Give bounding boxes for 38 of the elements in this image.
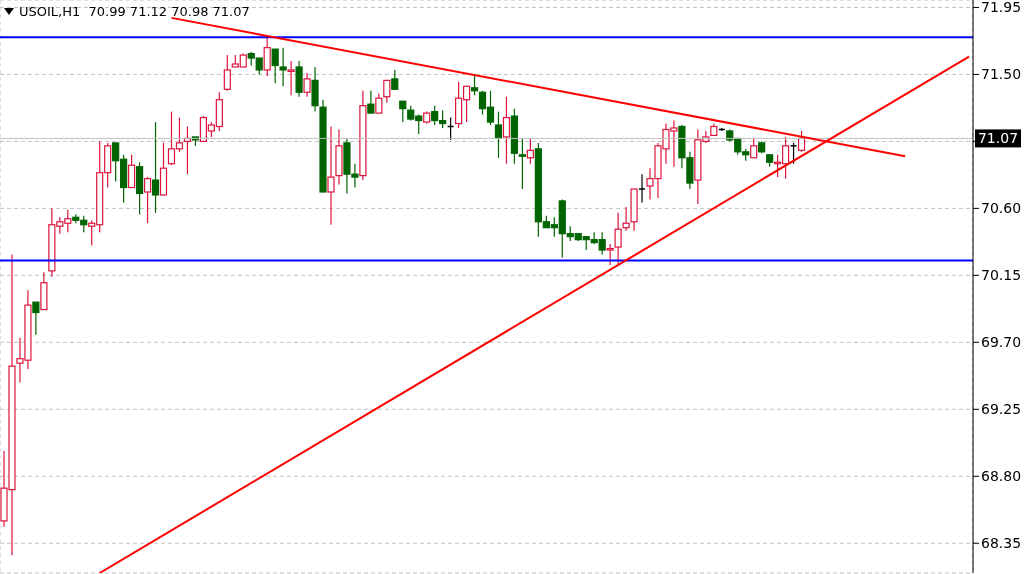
candlestick — [502, 96, 511, 165]
chart-title: USOIL,H1 70.99 71.12 70.98 71.07 — [19, 4, 250, 19]
candlestick — [327, 125, 335, 226]
y-tick-label: 70.15 — [981, 267, 1022, 284]
candlestick — [399, 100, 407, 123]
candlestick — [128, 154, 136, 189]
candlestick — [367, 90, 375, 114]
candlestick — [303, 72, 311, 98]
candlestick — [526, 137, 534, 165]
candlestick — [518, 137, 526, 190]
y-tick-label: 71.95 — [981, 0, 1022, 16]
candlestick — [287, 60, 295, 96]
y-tick-label: 70.60 — [981, 200, 1022, 217]
candlestick — [470, 73, 479, 96]
candlestick — [622, 206, 630, 232]
candlestick — [494, 111, 503, 159]
y-tick-label: 68.35 — [981, 535, 1022, 552]
candlestick — [614, 212, 622, 266]
candlestick — [383, 79, 391, 104]
candlestick — [263, 35, 271, 77]
candlestick — [750, 137, 758, 159]
y-tick-label: 69.25 — [981, 401, 1022, 418]
candlestick — [638, 173, 646, 204]
candlestick — [797, 130, 806, 153]
candlestick — [391, 69, 399, 90]
candlestick — [143, 176, 152, 224]
y-tick-label: 71.50 — [981, 66, 1022, 83]
candlestick — [606, 243, 614, 266]
candlestick — [151, 121, 160, 214]
candlestick — [279, 47, 287, 87]
y-tick-label: 68.80 — [981, 468, 1022, 485]
candlestick — [271, 48, 279, 84]
candlestick — [223, 54, 231, 92]
y-tick-label: 69.70 — [981, 334, 1022, 351]
ref-line-label: 71.07 — [977, 130, 1019, 147]
candlestick — [32, 301, 40, 336]
candlestick — [375, 93, 383, 114]
candlestick — [789, 142, 798, 165]
